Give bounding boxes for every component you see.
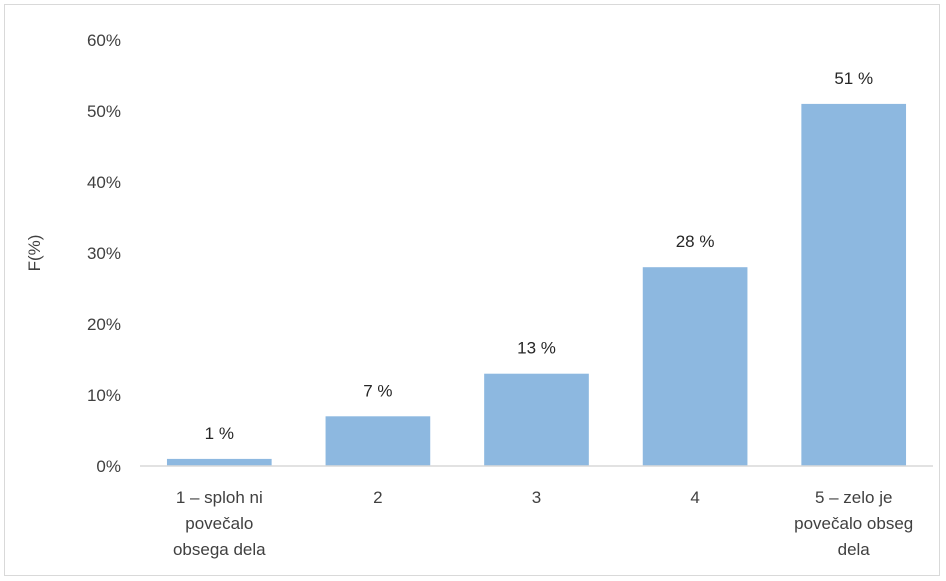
bars-group [166, 103, 907, 467]
x-tick-label: 2 [373, 488, 382, 507]
y-tick-label: 0% [96, 457, 121, 476]
data-label: 13 % [517, 339, 556, 358]
y-tick-label: 50% [87, 102, 121, 121]
y-tick-label: 10% [87, 386, 121, 405]
data-label: 51 % [834, 69, 873, 88]
x-tick-label-line: obsega dela [173, 540, 266, 559]
x-tick-label: 1 – sploh ni povečalo obsega dela [173, 488, 266, 559]
data-label: 1 % [205, 424, 234, 443]
bar [484, 373, 589, 466]
y-tick-label: 40% [87, 173, 121, 192]
data-labels-group: 1 % 7 % 13 % 28 % 51 % [205, 69, 873, 443]
x-tick-label-line: 4 [690, 488, 699, 507]
bar [166, 458, 272, 466]
x-tick-label: 4 [690, 488, 699, 507]
x-tick-label: 3 [532, 488, 541, 507]
y-tick-label: 30% [87, 244, 121, 263]
x-tick-label: 5 – zelo je povečalo obseg dela [794, 488, 913, 559]
x-tick-label-line: 3 [532, 488, 541, 507]
y-tick-label: 20% [87, 315, 121, 334]
y-axis-ticks: 0% 10% 20% 30% 40% 50% 60% [87, 31, 121, 476]
x-tick-label-line: 1 – sploh ni [176, 488, 263, 507]
y-axis-title: F(%) [25, 235, 44, 272]
y-tick-label: 60% [87, 31, 121, 50]
x-tick-label-line: povečalo [185, 514, 253, 533]
bar [801, 103, 907, 467]
bar [642, 267, 748, 466]
x-axis-category-labels: 1 – sploh ni povečalo obsega dela 2 3 4 5 – ze… [173, 488, 913, 559]
x-tick-label-line: 5 – zelo je [815, 488, 893, 507]
chart-frame [4, 4, 940, 576]
data-label: 7 % [363, 381, 392, 400]
x-tick-label-line: povečalo obseg [794, 514, 913, 533]
x-tick-label-line: 2 [373, 488, 382, 507]
bar [325, 416, 431, 466]
data-label: 28 % [676, 232, 715, 251]
x-tick-label-line: dela [838, 540, 871, 559]
